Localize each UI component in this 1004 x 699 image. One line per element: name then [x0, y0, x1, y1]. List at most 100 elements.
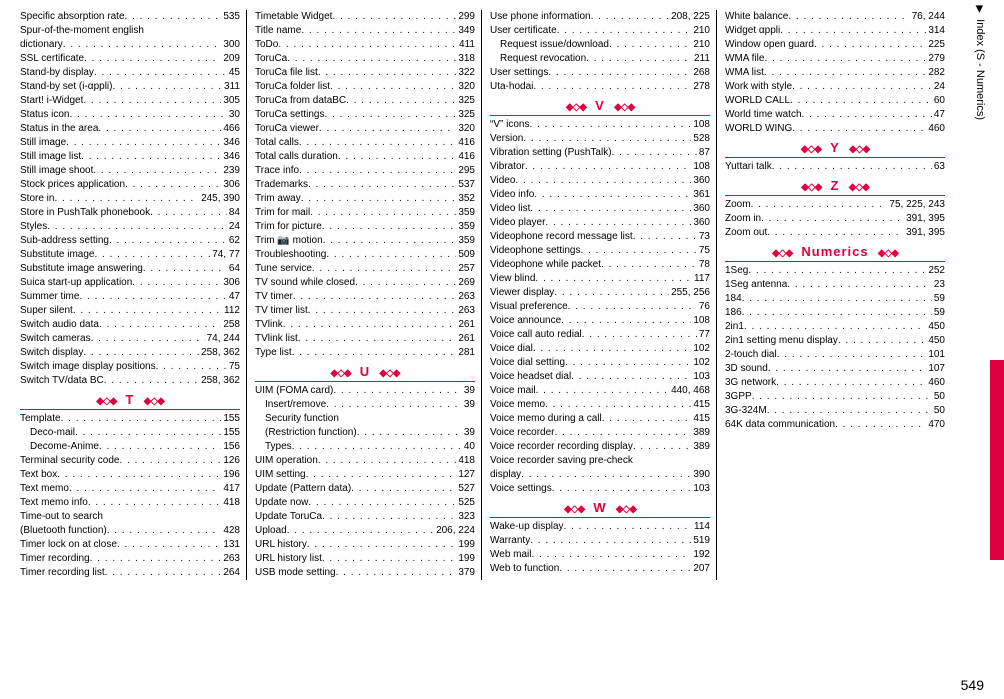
- index-entry: Tune service257: [255, 262, 475, 276]
- index-entry: TVlink list261: [255, 332, 475, 346]
- index-entry: User settings268: [490, 66, 710, 80]
- entry-label: WMA list: [725, 66, 764, 80]
- entry-label: Stand-by set (i-αppli): [20, 80, 112, 94]
- leader-dots: [752, 390, 932, 404]
- leader-dots: [764, 52, 926, 66]
- entry-label: Voice mail: [490, 384, 536, 398]
- index-entry: Voice announce108: [490, 314, 710, 328]
- entry-page: 391, 395: [904, 226, 945, 240]
- entry-label: Switch image display positions: [20, 360, 156, 374]
- index-entry: Web mail192: [490, 548, 710, 562]
- leader-dots: [98, 122, 221, 136]
- entry-page: 360: [691, 216, 710, 230]
- entry-label: Trademarks: [255, 178, 308, 192]
- index-entry: Text box196: [20, 468, 240, 482]
- entry-page: 527: [456, 482, 475, 496]
- entry-label: USB mode setting: [255, 566, 336, 580]
- leader-dots: [792, 80, 932, 94]
- index-entry: UIM setting127: [255, 468, 475, 482]
- leader-dots: [94, 66, 227, 80]
- index-entry: ToruCa from dataBC325: [255, 94, 475, 108]
- entry-label: Super silent: [20, 304, 73, 318]
- entry-page: 257: [456, 262, 475, 276]
- leader-dots: [105, 566, 222, 580]
- leader-dots: [292, 346, 457, 360]
- entry-label: Switch TV/data BC: [20, 374, 104, 388]
- leader-dots: [586, 52, 692, 66]
- entry-page: 210: [691, 24, 710, 38]
- leader-dots: [150, 206, 227, 220]
- entry-label: 186: [725, 306, 742, 320]
- entry-page: 428: [221, 524, 240, 538]
- leader-dots: [768, 362, 927, 376]
- entry-label: Store in PushTalk phonebook: [20, 206, 150, 220]
- entry-page: 264: [221, 566, 240, 580]
- index-entry: 1Seg antenna23: [725, 278, 945, 292]
- leader-dots: [767, 226, 904, 240]
- index-entry: UIM operation418: [255, 454, 475, 468]
- leader-dots: [792, 122, 926, 136]
- entry-label: Videophone settings: [490, 244, 580, 258]
- leader-dots: [357, 426, 462, 440]
- index-entry: User certificate210: [490, 24, 710, 38]
- index-entry: Voice headset dial103: [490, 370, 710, 384]
- index-entry: ToruCa file list322: [255, 66, 475, 80]
- entry-label: Title name: [255, 24, 301, 38]
- entry-label: Status icon: [20, 108, 69, 122]
- index-entry: WMA list 282: [725, 66, 945, 80]
- index-entry: Zoom75, 225, 243: [725, 198, 945, 212]
- index-entry: Voice recorder389: [490, 426, 710, 440]
- entry-label: Voice dial setting: [490, 356, 565, 370]
- leader-dots: [355, 276, 456, 290]
- entry-page: 255, 256: [669, 286, 710, 300]
- index-entry: URL history199: [255, 538, 475, 552]
- entry-label: Update (Pattern data): [255, 482, 351, 496]
- entry-label: 1Seg: [725, 264, 748, 278]
- index-entry: 3G network460: [725, 376, 945, 390]
- leader-dots: [308, 496, 456, 510]
- leader-dots: [73, 304, 222, 318]
- index-entry: Use phone information208, 225: [490, 10, 710, 24]
- entry-label: Switch display: [20, 346, 83, 360]
- entry-page: 282: [926, 66, 945, 80]
- index-entry: Trace info295: [255, 164, 475, 178]
- entry-label: Web mail: [490, 548, 532, 562]
- leader-dots: [802, 108, 932, 122]
- entry-label: ToruCa from dataBC: [255, 94, 346, 108]
- entry-label: 3GPP: [725, 390, 752, 404]
- entry-page: 325: [456, 108, 475, 122]
- entry-page: 360: [691, 202, 710, 216]
- entry-label: Yuttari talk: [725, 160, 772, 174]
- index-entry: Video info361: [490, 188, 710, 202]
- leader-dots: [54, 192, 199, 206]
- index-entry: Troubleshooting509: [255, 248, 475, 262]
- entry-label: View blind: [490, 272, 535, 286]
- index-entry: Video360: [490, 174, 710, 188]
- index-entry: ToruCa viewer320: [255, 122, 475, 136]
- leader-dots: [319, 122, 456, 136]
- entry-page: 320: [456, 80, 475, 94]
- entry-label: 1Seg antenna: [725, 278, 787, 292]
- leader-dots: [95, 248, 211, 262]
- leader-dots: [835, 418, 926, 432]
- leader-dots: [744, 320, 926, 334]
- leader-dots: [787, 278, 932, 292]
- entry-label: Visual preference: [490, 300, 568, 314]
- entry-page: 74, 244: [205, 332, 240, 346]
- entry-label: Substitute image: [20, 248, 95, 262]
- entry-page: 305: [221, 94, 240, 108]
- entry-label: Switch audio data: [20, 318, 99, 332]
- entry-label: Stock prices application: [20, 178, 125, 192]
- index-entry: Web to function207: [490, 562, 710, 576]
- leader-dots: [318, 66, 457, 80]
- index-entry: Start! i-Widget305: [20, 94, 240, 108]
- entry-label: ToruCa file list: [255, 66, 318, 80]
- entry-page: 306: [221, 178, 240, 192]
- index-entry: TVlink261: [255, 318, 475, 332]
- entry-label: Warranty: [490, 534, 530, 548]
- entry-page: 279: [926, 52, 945, 66]
- leader-dots: [330, 80, 456, 94]
- index-entry: UIM (FOMA card)39: [255, 384, 475, 398]
- leader-dots: [602, 412, 692, 426]
- leader-dots: [318, 454, 457, 468]
